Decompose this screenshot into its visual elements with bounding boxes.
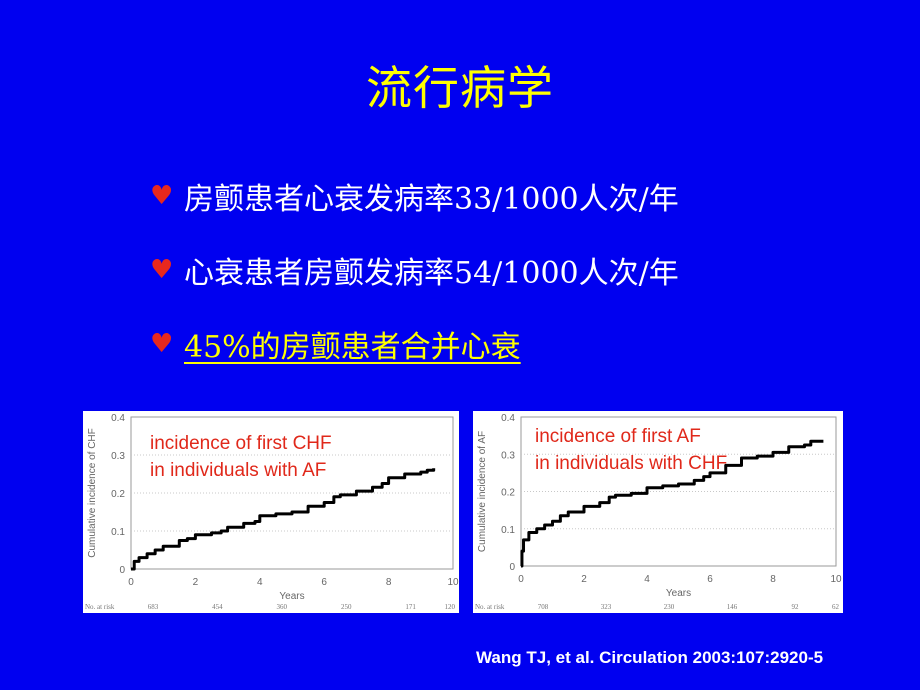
x-tick-label: 6 xyxy=(707,574,713,585)
bullet-text: 心衰患者房颤发病率54/1000人次/年 xyxy=(184,256,679,291)
annotation-line: in individuals with AF xyxy=(150,460,327,481)
x-tick-label: 8 xyxy=(386,577,392,588)
bullet-text: 房颤患者心衰发病率33/1000人次/年 xyxy=(184,182,679,217)
y-tick-label: 0.3 xyxy=(111,451,125,462)
y-tick-label: 0.1 xyxy=(111,527,125,538)
at-risk-label: No. at risk xyxy=(85,603,115,611)
at-risk-value: 146 xyxy=(727,603,738,611)
at-risk-value: 360 xyxy=(277,603,288,611)
y-tick-label: 0.1 xyxy=(501,525,515,536)
citation: Wang TJ, et al. Circulation 2003:107:292… xyxy=(476,648,824,667)
y-tick-label: 0.4 xyxy=(111,413,125,424)
chart-annotation: incidence of first CHF in individuals wi… xyxy=(150,430,332,484)
y-tick-label: 0.3 xyxy=(501,450,515,461)
at-risk-value: 683 xyxy=(148,603,159,611)
at-risk-value: 708 xyxy=(538,603,549,611)
x-tick-label: 0 xyxy=(128,577,134,588)
heart-icon: ♥ xyxy=(150,255,174,285)
at-risk-value: 62 xyxy=(832,603,840,611)
x-tick-label: 4 xyxy=(257,577,263,588)
heart-icon: ♥ xyxy=(150,329,174,359)
at-risk-value: 323 xyxy=(601,603,612,611)
at-risk-label: No. at risk xyxy=(475,603,505,611)
incidence-curve xyxy=(520,439,824,568)
x-tick-label: 10 xyxy=(830,574,842,585)
x-tick-label: 4 xyxy=(644,574,650,585)
annotation-line: incidence of first CHF xyxy=(150,433,332,454)
x-tick-label: 0 xyxy=(518,574,524,585)
x-tick-label: 6 xyxy=(321,577,327,588)
x-tick-label: 2 xyxy=(581,574,587,585)
x-axis-label: Years xyxy=(279,591,304,602)
y-tick-label: 0 xyxy=(119,565,125,576)
incidence-curve xyxy=(131,468,436,571)
y-tick-label: 0.2 xyxy=(111,489,125,500)
at-risk-value: 250 xyxy=(341,603,352,611)
bullet-text-link[interactable]: 45%的房颤患者合并心衰 xyxy=(184,330,521,365)
chf-incidence-chart: 0 0.1 0.2 0.3 0.4 0 2 4 6 8 10 Years Cumulative inci… xyxy=(83,411,459,613)
y-tick-label: 0.2 xyxy=(501,488,515,499)
y-axis-label: Cumulative incidence of CHF xyxy=(87,428,98,558)
at-risk-value: 230 xyxy=(664,603,675,611)
bullet-item: ♥ 房颤患者心衰发病率33/1000人次/年 xyxy=(150,174,679,218)
at-risk-value: 92 xyxy=(792,603,800,611)
bullet-item-highlighted: ♥ 45%的房颤患者合并心衰 xyxy=(150,322,521,366)
at-risk-value: 171 xyxy=(405,603,416,611)
x-tick-label: 8 xyxy=(770,574,776,585)
chart-annotation: incidence of first AF in individuals wit… xyxy=(535,423,727,477)
x-tick-label: 10 xyxy=(447,577,459,588)
heart-icon: ♥ xyxy=(150,181,174,211)
annotation-line: incidence of first AF xyxy=(535,426,701,447)
at-risk-value: 120 xyxy=(445,603,456,611)
x-axis-label: Years xyxy=(666,588,691,599)
y-tick-label: 0 xyxy=(509,562,515,573)
x-tick-label: 2 xyxy=(193,577,199,588)
bullet-item: ♥ 心衰患者房颤发病率54/1000人次/年 xyxy=(150,248,679,292)
slide-title: 流行病学 xyxy=(366,61,554,115)
at-risk-value: 454 xyxy=(212,603,223,611)
annotation-line: in individuals with CHF xyxy=(535,453,728,474)
y-tick-label: 0.4 xyxy=(501,413,515,424)
af-incidence-chart: 0 0.1 0.2 0.3 0.4 0 2 4 6 8 10 Years Cumulative inci… xyxy=(473,411,843,613)
y-axis-label: Cumulative incidence of AF xyxy=(477,431,488,552)
